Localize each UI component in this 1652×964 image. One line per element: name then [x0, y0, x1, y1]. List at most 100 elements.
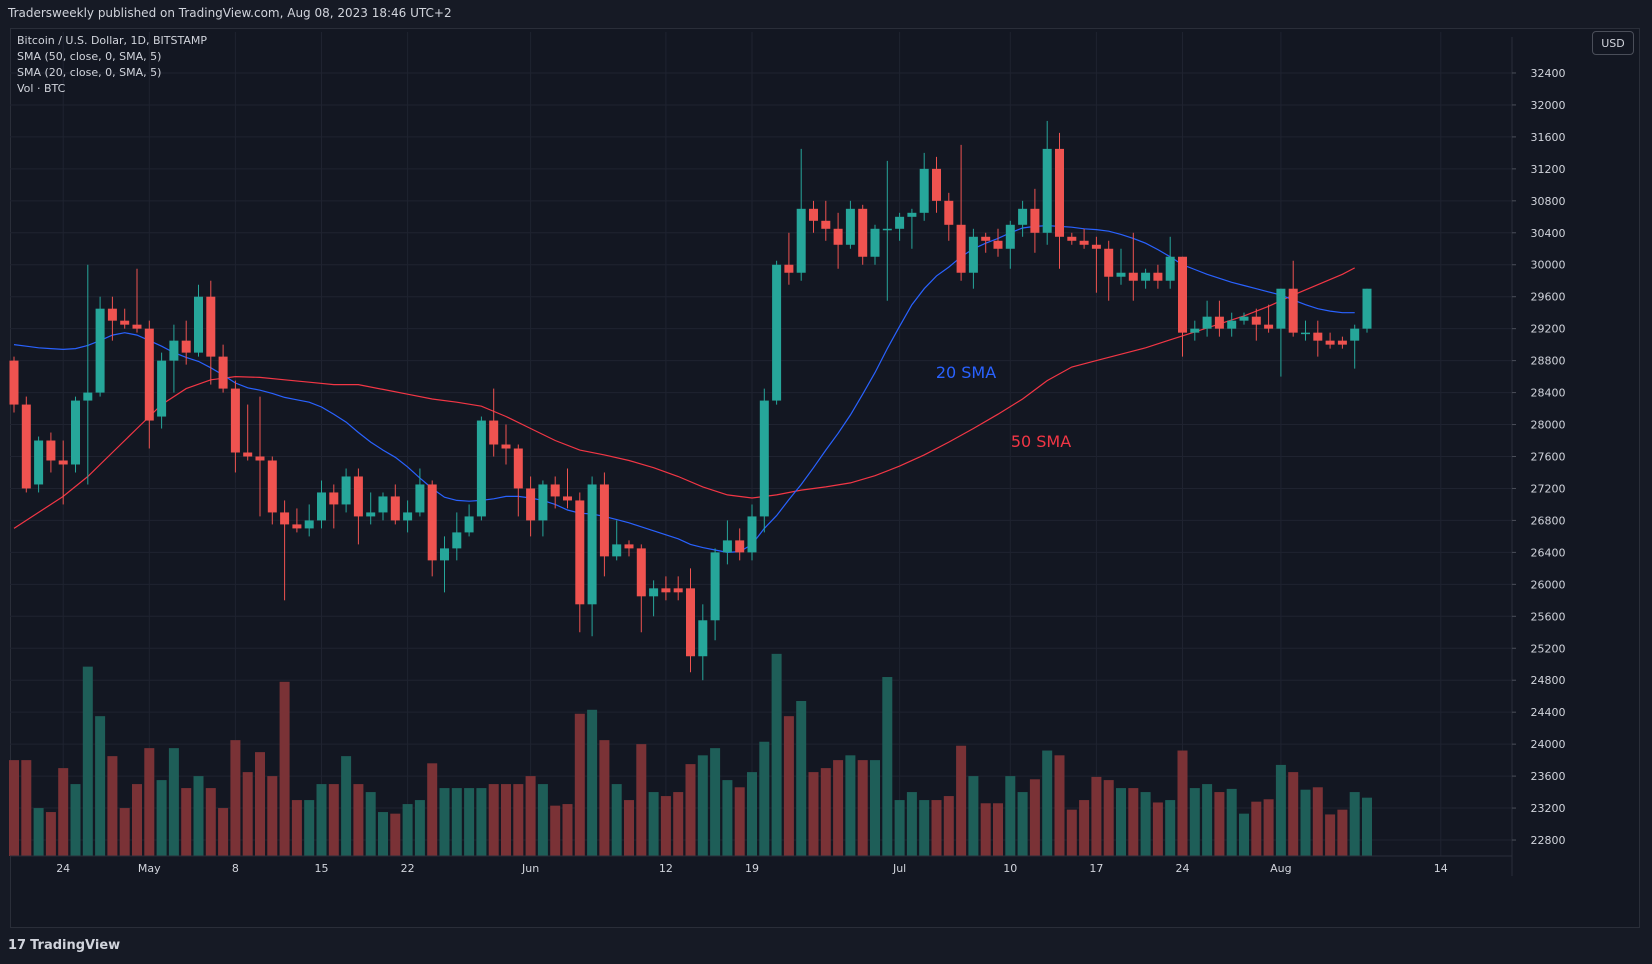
volume-bar	[21, 760, 32, 856]
volume-bar	[1263, 799, 1274, 856]
volume-bar	[181, 788, 192, 856]
volume-bar	[341, 756, 352, 856]
volume-bar	[845, 755, 856, 856]
volume-bar	[894, 800, 905, 856]
price-tick-label: 30800	[1531, 195, 1566, 208]
candle-body	[1202, 316, 1212, 329]
volume-bar	[1042, 750, 1053, 856]
candle-body	[1190, 328, 1200, 333]
legend-symbol[interactable]: Bitcoin / U.S. Dollar, 1D, BITSTAMP	[17, 34, 207, 47]
candle-body	[489, 420, 499, 445]
volume-bar	[1349, 792, 1360, 856]
candle-body	[317, 492, 326, 521]
candle-body	[1362, 288, 1372, 329]
candle-body	[833, 228, 843, 245]
candle-body	[194, 296, 203, 353]
candle-body	[169, 340, 179, 361]
candle-body	[95, 308, 105, 393]
volume-bar	[1337, 809, 1348, 856]
candle-body	[1091, 244, 1101, 249]
candle-body	[563, 496, 572, 501]
candle-body	[1104, 248, 1114, 277]
volume-bar	[1103, 780, 1114, 856]
candle-body	[58, 460, 68, 465]
price-tick-label: 28400	[1531, 387, 1566, 400]
candle-body	[1067, 236, 1077, 241]
volume-bar	[1275, 764, 1286, 856]
price-tick-label: 25600	[1531, 610, 1566, 623]
candle-body	[243, 452, 253, 457]
legend-sma20[interactable]: SMA (20, close, 0, SMA, 5)	[17, 66, 162, 79]
chart-legend: Bitcoin / U.S. Dollar, 1D, BITSTAMP SMA …	[17, 33, 207, 97]
volume-bar	[402, 804, 413, 856]
candle-body	[636, 548, 646, 597]
volume-bar	[1239, 813, 1249, 856]
volume-bar	[747, 772, 757, 856]
volume-bar	[550, 805, 561, 856]
publish-header: Tradersweekly published on TradingView.c…	[0, 0, 1652, 26]
volume-bar	[1152, 802, 1163, 856]
price-tick-label: 24400	[1531, 706, 1566, 719]
volume-bar	[931, 800, 942, 856]
volume-bar	[168, 748, 179, 856]
candle-body	[624, 544, 634, 549]
date-tick-label: Jun	[521, 862, 539, 875]
price-tick-label: 32400	[1531, 67, 1566, 80]
volume-bar	[956, 745, 967, 856]
candle-body	[1239, 316, 1249, 321]
volume-bar	[673, 792, 684, 856]
candle-body	[21, 404, 31, 489]
volume-bar	[525, 776, 536, 856]
candle-body	[686, 588, 695, 657]
volume-bar	[624, 800, 634, 856]
legend-volume[interactable]: Vol · BTC	[17, 82, 66, 95]
legend-sma50[interactable]: SMA (50, close, 0, SMA, 5)	[17, 50, 162, 63]
candle-body	[280, 512, 290, 525]
date-tick-label: 24	[1176, 862, 1190, 875]
candle-body	[710, 552, 720, 621]
volume-bar	[685, 764, 696, 856]
volume-bar	[968, 776, 979, 856]
candle-body	[255, 456, 265, 461]
volume-bar	[1054, 755, 1065, 856]
candle-body	[698, 620, 708, 657]
volume-bar	[1288, 772, 1299, 856]
price-tick-label: 26800	[1531, 514, 1566, 527]
candle-body	[513, 448, 523, 489]
candle-body	[1116, 272, 1126, 277]
sma50-line	[13, 267, 1355, 529]
candles	[9, 120, 1372, 681]
candle-body	[673, 588, 683, 593]
candle-body	[378, 496, 388, 513]
candle-body	[821, 220, 831, 229]
candle-body	[1264, 324, 1274, 329]
candle-body	[71, 400, 80, 465]
date-tick-label: Jul	[892, 862, 906, 875]
volume-bar	[993, 803, 1003, 856]
candle-body	[575, 500, 585, 605]
candle-body	[304, 520, 314, 529]
candle-body	[587, 484, 597, 605]
volume-bar	[783, 716, 794, 856]
volume-bar	[1079, 800, 1090, 856]
candle-body	[1005, 224, 1015, 249]
candle-body	[759, 400, 769, 517]
volume-bar	[291, 800, 302, 856]
volume-bar	[513, 784, 524, 856]
price-tick-label: 32000	[1531, 99, 1566, 112]
volume-bar	[857, 760, 868, 856]
volume-bar	[316, 784, 327, 856]
volume-bar	[537, 784, 548, 856]
sma50-annotation: 50 SMA	[1011, 432, 1071, 451]
volume-bar	[1091, 776, 1102, 856]
volume-bar	[1128, 788, 1139, 856]
candle-body	[292, 524, 302, 529]
candle-body	[157, 360, 167, 417]
footer-bar	[0, 932, 1652, 964]
candle-body	[1337, 340, 1347, 345]
candle-body	[1055, 148, 1064, 237]
volume-bar	[1189, 788, 1200, 856]
tradingview-logo[interactable]: 17 TradingView	[8, 938, 120, 953]
currency-button[interactable]: USD	[1592, 31, 1634, 55]
